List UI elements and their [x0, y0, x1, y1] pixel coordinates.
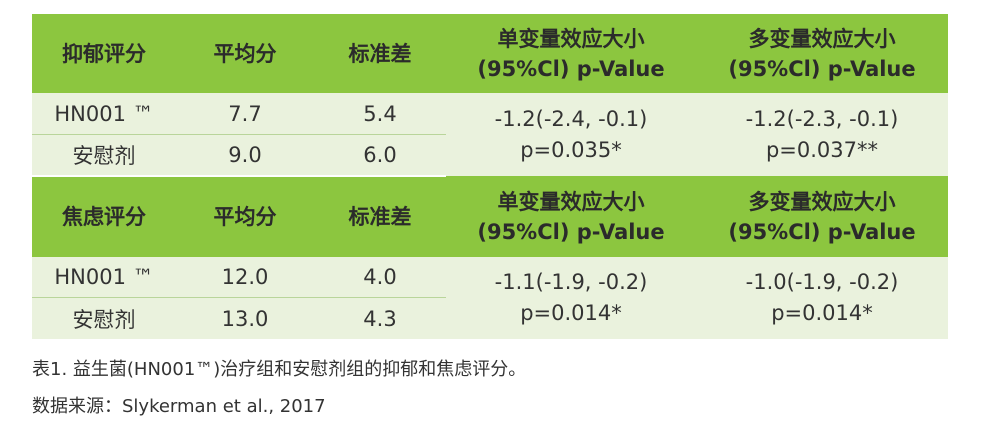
sd-cell: 4.0 — [314, 256, 446, 298]
group-cell: HN001 ™ — [32, 93, 176, 135]
mean-cell: 9.0 — [176, 133, 314, 178]
univariate-result-cell: -1.2(-2.4, -0.1) p=0.035* — [446, 93, 696, 177]
multivariate-header-line1: 多变量效应大小 — [748, 189, 896, 214]
metric-header: 抑郁评分 — [32, 14, 176, 94]
univariate-header-line2: (95%Cl) p-Value — [477, 56, 665, 81]
univariate-p-value: p=0.014* — [520, 300, 622, 325]
mean-header: 平均分 — [176, 14, 314, 94]
univariate-header: 单变量效应大小 (95%Cl) p-Value — [446, 14, 696, 94]
sd-cell: 6.0 — [314, 133, 446, 178]
mean-cell: 12.0 — [176, 256, 314, 298]
data-source: 数据来源：Slykerman et al., 2017 — [32, 396, 326, 417]
metric-header: 焦虑评分 — [32, 176, 176, 257]
table-row: HN001 ™ 7.7 5.4 -1.2(-2.4, -0.1) p=0.035… — [32, 93, 948, 177]
table-row: 安慰剂 9.0 6.0 — [32, 133, 948, 178]
group-cell: HN001 ™ — [32, 256, 176, 298]
multivariate-header: 多变量效应大小 (95%Cl) p-Value — [696, 176, 948, 257]
multivariate-p-value: p=0.037** — [765, 137, 879, 162]
multivariate-result-cell: -1.0(-1.9, -0.2) p=0.014* — [696, 256, 948, 339]
univariate-effect: -1.2(-2.4, -0.1) — [494, 106, 648, 131]
sd-cell: 4.3 — [314, 297, 446, 339]
sd-cell: 5.4 — [314, 93, 446, 135]
univariate-header: 单变量效应大小 (95%Cl) p-Value — [446, 176, 696, 257]
multivariate-result-cell: -1.2(-2.3, -0.1) p=0.037** — [696, 93, 948, 177]
table-row: HN001 ™ 12.0 4.0 -1.1(-1.9, -0.2) p=0.01… — [32, 256, 948, 339]
group-cell: 安慰剂 — [32, 297, 176, 339]
anxiety-header-row: 焦虑评分 平均分 标准差 单变量效应大小 (95%Cl) p-Value 多变量… — [32, 176, 948, 257]
multivariate-header-line1: 多变量效应大小 — [748, 26, 896, 51]
sd-header: 标准差 — [314, 14, 446, 94]
multivariate-effect: -1.2(-2.3, -0.1) — [745, 106, 899, 131]
univariate-effect: -1.1(-1.9, -0.2) — [494, 269, 648, 294]
univariate-header-line1: 单变量效应大小 — [497, 189, 645, 214]
multivariate-p-value: p=0.014* — [771, 300, 873, 325]
univariate-p-value: p=0.035* — [520, 137, 622, 162]
sd-header: 标准差 — [314, 176, 446, 257]
table-row: 安慰剂 13.0 4.3 — [32, 297, 948, 339]
multivariate-header: 多变量效应大小 (95%Cl) p-Value — [696, 14, 948, 94]
depression-header-row: 抑郁评分 平均分 标准差 单变量效应大小 (95%Cl) p-Value 多变量… — [32, 14, 948, 94]
multivariate-effect: -1.0(-1.9, -0.2) — [745, 269, 899, 294]
mean-cell: 7.7 — [176, 93, 314, 135]
multivariate-header-line2: (95%Cl) p-Value — [728, 219, 916, 244]
mean-header: 平均分 — [176, 176, 314, 257]
univariate-result-cell: -1.1(-1.9, -0.2) p=0.014* — [446, 256, 696, 339]
multivariate-header-line2: (95%Cl) p-Value — [728, 56, 916, 81]
group-cell: 安慰剂 — [32, 133, 176, 178]
table-caption: 表1. 益生菌(HN001™)治疗组和安慰剂组的抑郁和焦虑评分。 — [32, 359, 527, 380]
univariate-header-line2: (95%Cl) p-Value — [477, 219, 665, 244]
mean-cell: 13.0 — [176, 297, 314, 339]
results-table: 抑郁评分 平均分 标准差 单变量效应大小 (95%Cl) p-Value 多变量… — [32, 14, 948, 339]
univariate-header-line1: 单变量效应大小 — [497, 26, 645, 51]
